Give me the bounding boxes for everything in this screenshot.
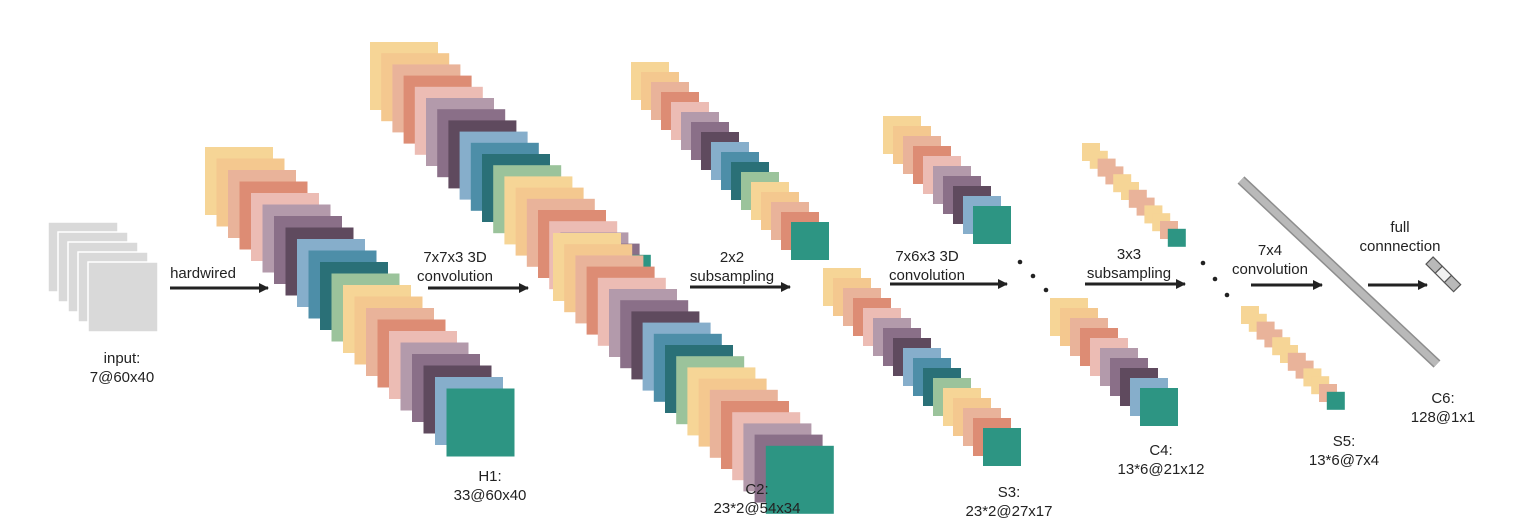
feature-map xyxy=(983,428,1021,466)
output-cell xyxy=(1443,274,1462,293)
op-label-3d-convolution-2: 7x6x3 3D convolution xyxy=(872,247,982,285)
op-label-full-connection: full connnection xyxy=(1345,218,1455,256)
ellipsis-dot-c4 xyxy=(1017,259,1023,265)
layer-label-c4: C4: 13*6@21x12 xyxy=(1096,441,1226,479)
input-stack xyxy=(47,221,159,333)
layer-name: C4: xyxy=(1149,442,1173,459)
s3-stack-upper xyxy=(631,62,829,260)
op-line2: subsampling xyxy=(1086,265,1172,282)
feature-map xyxy=(446,388,515,457)
feature-map xyxy=(973,206,1011,244)
feature-map xyxy=(1167,228,1186,247)
layer-label-h1: H1: 33@60x40 xyxy=(430,467,550,505)
feature-map xyxy=(1140,388,1178,426)
layer-dims: 13*6@7x4 xyxy=(1308,452,1380,469)
ellipsis-dot-s5 xyxy=(1212,276,1218,282)
op-label-hardwired: hardwired xyxy=(158,264,248,283)
op-line2: convolution xyxy=(417,268,493,285)
feature-map xyxy=(791,222,829,260)
layer-name: C6: xyxy=(1431,390,1455,407)
layer-name: S5: xyxy=(1332,433,1356,450)
ellipsis-dot-c4 xyxy=(1043,287,1049,293)
layer-label-input: input: 7@60x40 xyxy=(72,349,172,387)
s5-stack-lower xyxy=(1241,306,1345,410)
layer-dims: 13*6@21x12 xyxy=(1117,461,1205,478)
c4-stack-lower xyxy=(1050,298,1178,426)
op-line1: 7x4 xyxy=(1257,242,1283,259)
op-line1: 7x6x3 3D xyxy=(895,248,959,265)
c2-stack-lower xyxy=(553,233,834,514)
feature-map xyxy=(1326,391,1345,410)
layer-dims: 33@60x40 xyxy=(453,487,527,504)
feature-map xyxy=(765,445,834,514)
layer-dims: 23*2@27x17 xyxy=(965,503,1053,520)
c6-output-vector xyxy=(1425,256,1462,293)
op-label-subsampling-1: 2x2 subsampling xyxy=(677,248,787,286)
layer-name: input: xyxy=(103,350,141,367)
layer-name: C2: xyxy=(745,481,769,498)
op-label-3d-convolution-1: 7x7x3 3D convolution xyxy=(400,248,510,286)
layer-dims: 7@60x40 xyxy=(89,369,155,386)
ellipsis-dot-s5 xyxy=(1224,292,1230,298)
layer-name: S3: xyxy=(997,484,1021,501)
layer-dims: 128@1x1 xyxy=(1410,409,1476,426)
ellipsis-dot-s5 xyxy=(1200,260,1206,266)
s5-stack-upper xyxy=(1082,143,1186,247)
h1-stack xyxy=(205,147,515,457)
layer-label-s3: S3: 23*2@27x17 xyxy=(944,483,1074,521)
layer-label-c2: C2: 23*2@54x34 xyxy=(692,480,822,518)
full-connection-bar xyxy=(1238,177,1440,367)
layer-label-c6: C6: 128@1x1 xyxy=(1388,389,1498,427)
op-line1: 7x7x3 3D xyxy=(423,249,487,266)
layer-name: H1: xyxy=(478,468,502,485)
op-line2: connnection xyxy=(1359,238,1441,255)
op-line2: subsampling xyxy=(689,268,775,285)
layer-label-s5: S5: 13*6@7x4 xyxy=(1284,432,1404,470)
c4-stack-upper xyxy=(883,116,1011,244)
layer-dims: 23*2@54x34 xyxy=(713,500,801,517)
ellipsis-dot-c4 xyxy=(1030,273,1036,279)
feature-map xyxy=(87,261,159,333)
s3-stack-lower xyxy=(823,268,1021,466)
op-line2: convolution xyxy=(889,267,965,284)
op-label-convolution-3: 7x4 convolution xyxy=(1220,241,1320,279)
op-line1: 3x3 xyxy=(1116,246,1142,263)
op-line1: 2x2 xyxy=(719,249,745,266)
op-line2: convolution xyxy=(1232,261,1308,278)
op-line1: hardwired xyxy=(170,265,236,282)
op-line1: full xyxy=(1390,219,1410,236)
op-label-subsampling-2: 3x3 subsampling xyxy=(1074,245,1184,283)
